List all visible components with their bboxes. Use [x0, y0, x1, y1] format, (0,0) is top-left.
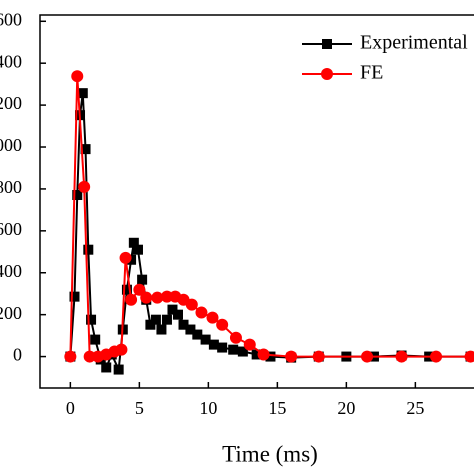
- data-point: [395, 350, 408, 363]
- data-point: [101, 362, 112, 373]
- data-point: [156, 324, 167, 335]
- data-point: [161, 314, 172, 325]
- data-point: [217, 342, 228, 353]
- data-point: [145, 319, 156, 330]
- data-point: [160, 290, 173, 303]
- data-point: [64, 350, 77, 363]
- legend-label: Experimental: [360, 32, 468, 54]
- data-point: [185, 298, 198, 311]
- y-tick-label: 1200: [0, 93, 22, 113]
- data-point: [140, 291, 153, 304]
- data-point: [361, 350, 374, 363]
- data-point: [113, 364, 124, 375]
- data-point: [77, 88, 88, 99]
- data-point: [167, 304, 178, 315]
- data-point: [119, 251, 132, 264]
- data-point: [128, 237, 139, 248]
- y-tick-label: 600: [0, 219, 22, 239]
- data-point: [150, 314, 161, 325]
- x-tick-label: 25: [406, 398, 424, 418]
- plot-frame: [39, 14, 474, 389]
- data-point: [229, 331, 242, 344]
- data-point: [173, 309, 183, 320]
- data-point: [69, 291, 80, 302]
- x-tick-label: 15: [268, 398, 286, 418]
- data-point: [208, 339, 219, 350]
- data-point: [137, 274, 148, 285]
- data-point: [80, 144, 91, 155]
- data-point: [192, 329, 203, 340]
- data-point: [430, 350, 443, 363]
- data-point: [132, 244, 143, 255]
- data-point: [90, 334, 101, 345]
- series-line: [69, 76, 471, 358]
- data-point: [133, 283, 146, 296]
- y-tick-label: 0: [13, 345, 22, 365]
- data-point: [185, 324, 196, 335]
- x-tick-label: 20: [337, 398, 355, 418]
- data-point: [86, 314, 97, 325]
- x-axis-title: Time (ms): [222, 441, 318, 466]
- y-tick-label: 1400: [0, 51, 22, 71]
- data-point: [121, 284, 132, 295]
- data-point: [115, 343, 128, 356]
- x-tick-label: 0: [66, 398, 75, 418]
- legend-marker: [321, 68, 333, 80]
- x-tick-label: 5: [135, 398, 144, 418]
- x-tick-label: 10: [199, 398, 217, 418]
- data-point: [464, 350, 474, 363]
- data-point: [72, 190, 83, 201]
- data-point: [125, 293, 138, 306]
- data-point: [195, 306, 208, 319]
- legend-marker: [322, 39, 332, 49]
- data-point: [285, 350, 298, 363]
- y-tick-label: 1600: [0, 9, 22, 29]
- data-point: [243, 338, 256, 351]
- data-point: [78, 180, 91, 193]
- series-line: [69, 93, 471, 374]
- data-point: [257, 348, 270, 361]
- data-point: [228, 344, 239, 355]
- data-point: [178, 319, 189, 330]
- data-point: [216, 318, 229, 331]
- data-point: [83, 350, 96, 363]
- data-point: [265, 351, 276, 362]
- data-point: [237, 346, 248, 357]
- data-point: [151, 291, 164, 304]
- data-point: [251, 349, 262, 360]
- legend-label: FE: [360, 62, 383, 84]
- y-tick-label: 400: [0, 261, 22, 281]
- data-point: [206, 311, 219, 324]
- y-tick-label: 200: [0, 303, 22, 323]
- y-tick-label: 800: [0, 177, 22, 197]
- data-point: [312, 350, 325, 363]
- data-point: [200, 334, 211, 345]
- data-point: [71, 70, 84, 83]
- data-point: [83, 244, 94, 255]
- y-tick-label: 1000: [0, 135, 22, 155]
